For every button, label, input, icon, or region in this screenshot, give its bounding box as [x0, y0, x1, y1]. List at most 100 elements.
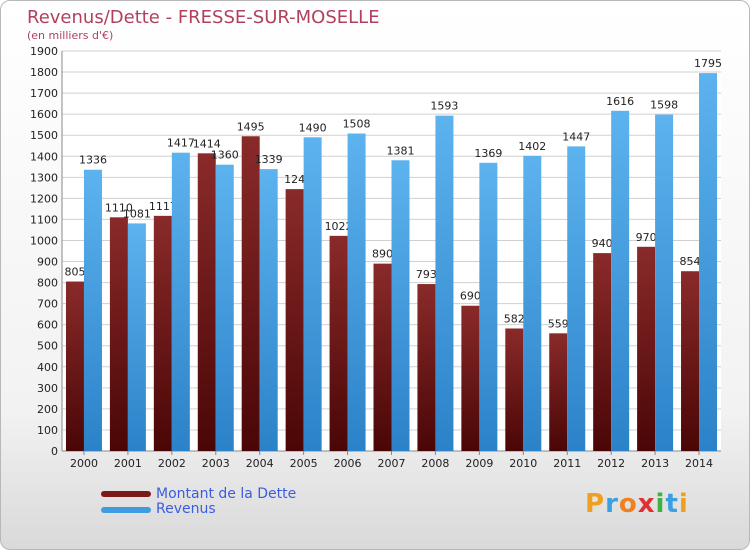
x-tick-label: 2006 [334, 457, 362, 470]
y-tick-label: 600 [37, 319, 58, 332]
bar-debt [65, 281, 84, 451]
data-label: 890 [372, 248, 393, 261]
bar-debt [417, 284, 436, 451]
legend-swatch-debt [101, 491, 151, 497]
x-tick-label: 2014 [685, 457, 713, 470]
bar-debt [241, 136, 260, 451]
data-label: 940 [592, 237, 613, 250]
y-tick-label: 1100 [30, 213, 58, 226]
proxiti-logo: Proxiti [585, 489, 689, 519]
bar-revenus [303, 137, 322, 451]
bar-debt [197, 153, 216, 451]
data-label: 1598 [650, 99, 678, 112]
x-tick-label: 2010 [509, 457, 537, 470]
x-tick-label: 2001 [114, 457, 142, 470]
data-label: 582 [504, 312, 525, 325]
bar-revenus [259, 169, 278, 451]
data-label: 1508 [343, 118, 371, 131]
bar-revenus [567, 146, 586, 452]
data-label: 124 [284, 173, 305, 186]
data-label: 1447 [562, 130, 590, 143]
y-tick-label: 1600 [30, 108, 58, 121]
y-tick-label: 100 [37, 424, 58, 437]
bar-revenus [611, 110, 630, 451]
data-label: 1339 [255, 153, 283, 166]
logo-letter: r [605, 489, 619, 519]
y-tick-label: 1300 [30, 171, 58, 184]
y-tick-label: 1500 [30, 129, 58, 142]
x-tick-label: 2000 [70, 457, 98, 470]
bar-revenus [523, 155, 542, 451]
bar-debt [461, 305, 480, 451]
data-label: 1593 [430, 100, 458, 113]
data-label: 1117 [149, 200, 177, 213]
x-tick-label: 2013 [641, 457, 669, 470]
data-label: 1081 [123, 207, 151, 220]
data-label: 1616 [606, 95, 634, 108]
bar-debt [285, 189, 304, 451]
data-label: 1417 [167, 137, 195, 150]
legend-label-debt: Montant de la Dette [156, 486, 297, 502]
data-label: 854 [680, 255, 701, 268]
logo-letter: i [655, 489, 666, 519]
data-label: 1490 [299, 121, 327, 134]
data-label: 1369 [474, 147, 502, 160]
bar-debt [593, 253, 612, 451]
bar-debt [109, 217, 128, 451]
x-tick-label: 2012 [597, 457, 625, 470]
x-tick-label: 2005 [290, 457, 318, 470]
x-tick-label: 2011 [553, 457, 581, 470]
data-label: 1402 [518, 140, 546, 153]
y-tick-label: 1200 [30, 192, 58, 205]
y-tick-label: 0 [51, 445, 58, 458]
bar-revenus [479, 162, 498, 451]
data-label: 690 [460, 290, 481, 303]
legend-label-revenus: Revenus [156, 501, 216, 517]
logo-letter: o [618, 489, 638, 519]
chart-title: Revenus/Dette - FRESSE-SUR-MOSELLE [27, 7, 380, 28]
logo-letter: x [637, 489, 656, 519]
x-tick-label: 2009 [465, 457, 493, 470]
y-tick-label: 1900 [30, 45, 58, 58]
bar-revenus [127, 223, 146, 451]
y-tick-label: 300 [37, 382, 58, 395]
y-tick-label: 900 [37, 256, 58, 269]
data-label: 1414 [193, 137, 221, 150]
y-tick-label: 500 [37, 340, 58, 353]
y-tick-label: 700 [37, 298, 58, 311]
data-label: 1022 [325, 220, 353, 233]
legend-swatch-revenus [101, 507, 151, 513]
bar-revenus [699, 73, 718, 452]
x-tick-label: 2002 [158, 457, 186, 470]
bar-revenus [83, 169, 102, 451]
bar-debt [153, 215, 172, 451]
data-label: 559 [548, 317, 569, 330]
data-label: 1381 [387, 144, 415, 157]
x-tick-label: 2004 [246, 457, 274, 470]
bar-debt [329, 235, 348, 451]
x-tick-label: 2007 [378, 457, 406, 470]
logo-letter: i [678, 489, 689, 519]
bar-revenus [435, 115, 454, 451]
bar-revenus [215, 164, 234, 451]
data-label: 1795 [694, 57, 722, 70]
data-label: 1336 [79, 154, 107, 167]
y-tick-label: 800 [37, 277, 58, 290]
data-label: 805 [64, 266, 85, 279]
y-tick-label: 400 [37, 361, 58, 374]
y-tick-label: 1000 [30, 234, 58, 247]
bar-revenus [347, 133, 366, 452]
y-tick-label: 1400 [30, 150, 58, 163]
bar-debt [373, 263, 392, 451]
bar-revenus [171, 152, 190, 451]
data-label: 1360 [211, 149, 239, 162]
x-tick-label: 2008 [421, 457, 449, 470]
x-tick-label: 2003 [202, 457, 230, 470]
data-label: 793 [416, 268, 437, 281]
data-label: 1110 [105, 201, 133, 214]
logo-letter: P [585, 489, 606, 519]
bar-debt [637, 246, 656, 451]
data-label: 1495 [237, 120, 265, 133]
